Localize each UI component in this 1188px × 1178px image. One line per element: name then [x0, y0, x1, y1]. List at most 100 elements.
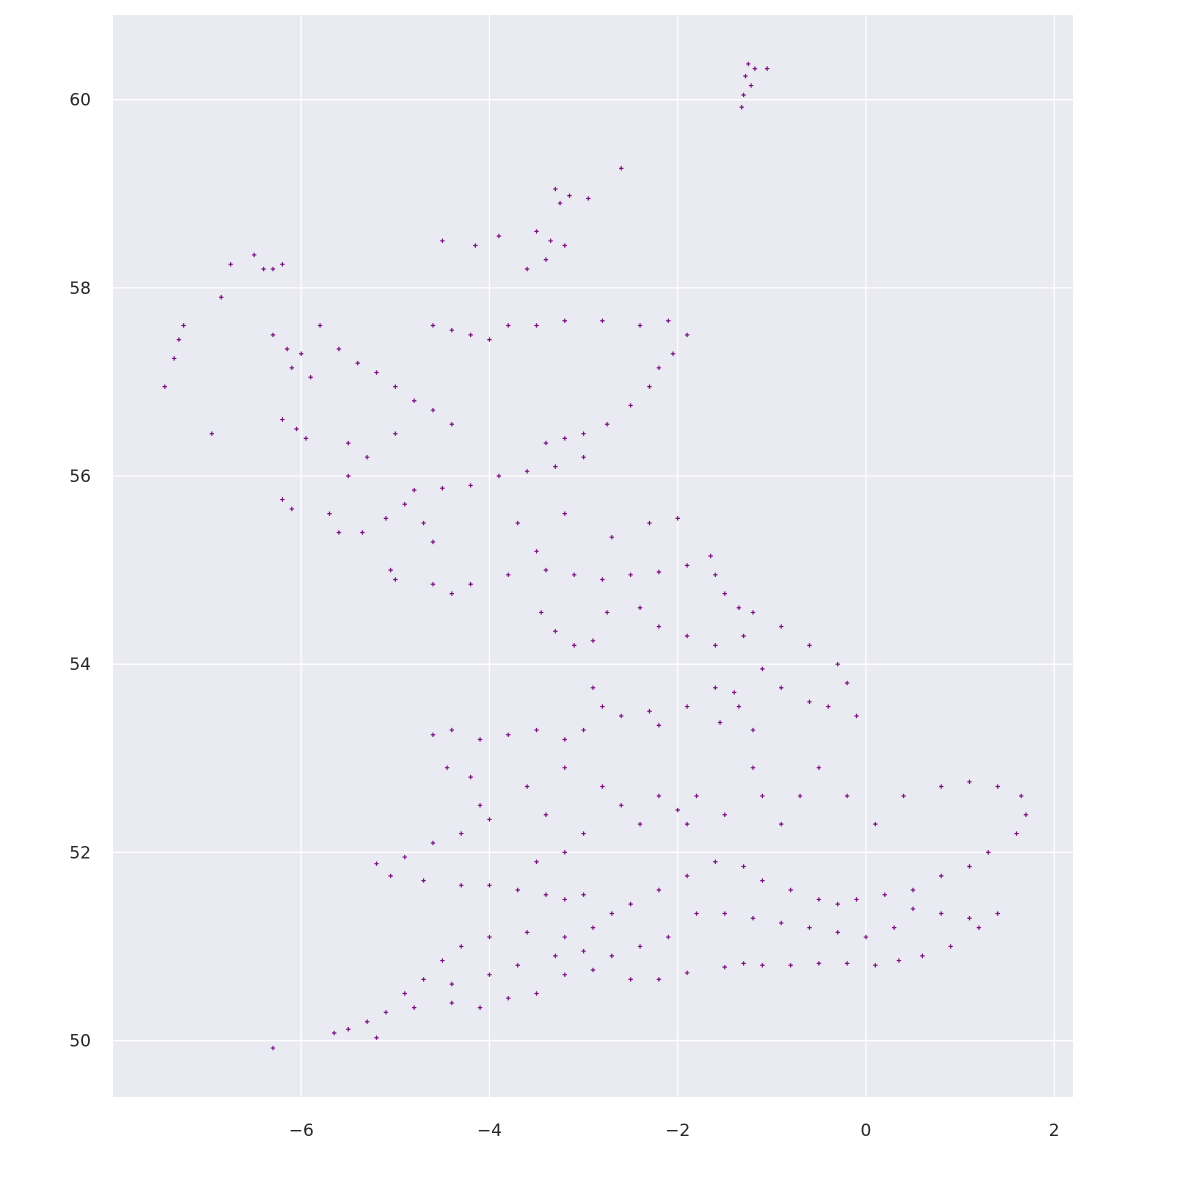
data-point [388, 567, 393, 573]
data-point [1023, 812, 1029, 817]
data-point [788, 963, 793, 968]
data-point [440, 958, 445, 963]
data-point [402, 854, 407, 860]
data-point [553, 464, 558, 469]
data-point [713, 572, 718, 578]
data-point [684, 873, 690, 879]
data-point [600, 784, 605, 789]
data-point [713, 643, 718, 648]
data-point [604, 422, 610, 427]
data-point [995, 911, 1000, 916]
data-point [487, 972, 492, 977]
data-point [562, 765, 567, 770]
data-point [468, 483, 473, 488]
data-point [176, 337, 182, 342]
grid-lines [113, 15, 1073, 1097]
data-point [647, 384, 652, 389]
data-point [468, 774, 473, 780]
data-point [534, 727, 539, 733]
data-point [863, 934, 869, 940]
data-point [986, 850, 991, 855]
data-point [835, 662, 840, 667]
data-point [571, 643, 577, 648]
data-point [280, 417, 285, 422]
data-point [967, 779, 972, 785]
data-point [666, 934, 671, 940]
data-point [581, 455, 586, 460]
data-point [637, 323, 643, 328]
data-point [939, 873, 944, 879]
data-point [882, 892, 887, 897]
data-point [600, 577, 605, 582]
data-point [219, 295, 224, 300]
data-point [967, 916, 972, 921]
data-point [835, 930, 840, 935]
data-point [496, 233, 502, 239]
data-point [289, 506, 295, 512]
data-point [402, 991, 407, 996]
data-point [477, 803, 483, 808]
data-point [656, 365, 662, 371]
data-point [270, 266, 276, 272]
data-point [506, 323, 511, 328]
data-point [722, 964, 727, 970]
data-point [967, 864, 972, 869]
data-point [694, 911, 699, 916]
data-point [581, 727, 586, 733]
data-point [261, 266, 266, 272]
x-axis-ticks: −6 −4 −2 0 2 [289, 1121, 1060, 1141]
data-point [600, 704, 605, 709]
data-point [628, 403, 633, 408]
data-point [548, 238, 553, 244]
data-point [826, 704, 831, 709]
data-point [487, 337, 492, 342]
data-point [741, 864, 746, 869]
data-point [581, 892, 586, 897]
data-point [816, 897, 822, 902]
data-point [722, 812, 727, 817]
data-point [421, 878, 426, 883]
data-point [760, 878, 765, 883]
data-point [308, 375, 313, 380]
data-point [844, 680, 850, 686]
data-point [539, 610, 544, 615]
data-point [779, 624, 784, 629]
data-point [162, 384, 167, 389]
data-point [750, 916, 756, 921]
data-point [209, 431, 215, 436]
data-point [524, 930, 530, 935]
data-point [327, 511, 332, 516]
data-point [524, 469, 530, 474]
data-point [430, 732, 436, 737]
data-point [609, 911, 615, 916]
data-point [741, 961, 746, 966]
data-point [628, 901, 633, 907]
data-point [891, 925, 897, 930]
data-point [270, 332, 276, 338]
data-point [670, 351, 676, 356]
data-point [581, 948, 586, 954]
data-point [562, 972, 567, 977]
data-point [567, 193, 572, 198]
data-point [515, 887, 520, 893]
data-point [1019, 793, 1024, 799]
data-point [609, 534, 615, 540]
x-tick-label: 2 [1049, 1121, 1060, 1141]
data-point [873, 821, 878, 827]
data-point [374, 861, 379, 866]
data-point [656, 793, 662, 799]
data-point [637, 605, 643, 610]
data-point [487, 934, 492, 940]
data-point [444, 765, 450, 770]
data-point [440, 486, 445, 491]
data-point [402, 502, 407, 507]
x-tick-label: −4 [477, 1121, 502, 1141]
data-point [411, 1005, 417, 1010]
x-tick-label: −2 [665, 1121, 690, 1141]
data-point [684, 704, 690, 709]
data-point [487, 817, 492, 822]
data-point [331, 1030, 337, 1036]
data-point [920, 953, 925, 959]
